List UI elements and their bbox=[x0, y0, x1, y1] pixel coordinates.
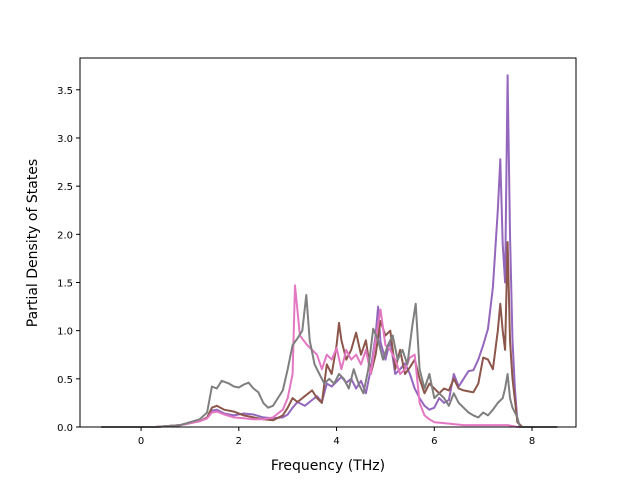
x-axis-ticks: 0 2 4 6 8 bbox=[138, 427, 535, 447]
x-tick-label: 8 bbox=[529, 436, 535, 447]
x-tick-label: 0 bbox=[138, 436, 144, 447]
x-tick-label: 4 bbox=[333, 436, 339, 447]
x-tick-label: 2 bbox=[236, 436, 242, 447]
y-tick-label: 0.0 bbox=[57, 423, 73, 434]
x-tick-label: 6 bbox=[431, 436, 437, 447]
plot-area bbox=[80, 58, 576, 427]
series-line-1 bbox=[101, 74, 558, 428]
x-axis-label: Frequency (THz) bbox=[271, 458, 385, 474]
y-tick-label: 2.5 bbox=[57, 182, 73, 193]
y-axis-ticks: 0.0 0.5 1.0 1.5 2.0 2.5 3.0 3.5 bbox=[57, 86, 80, 434]
y-tick-label: 2.0 bbox=[57, 230, 73, 241]
y-tick-label: 1.5 bbox=[57, 278, 73, 289]
y-tick-label: 1.0 bbox=[57, 327, 73, 338]
y-tick-label: 3.5 bbox=[57, 86, 73, 97]
series-line-3 bbox=[101, 284, 558, 428]
y-axis-label: Partial Density of States bbox=[25, 159, 41, 327]
series-line-4 bbox=[101, 294, 558, 428]
y-tick-label: 3.0 bbox=[57, 134, 73, 145]
series-layer bbox=[101, 74, 558, 428]
plot-frame bbox=[79, 57, 577, 428]
y-tick-label: 0.5 bbox=[57, 375, 73, 386]
